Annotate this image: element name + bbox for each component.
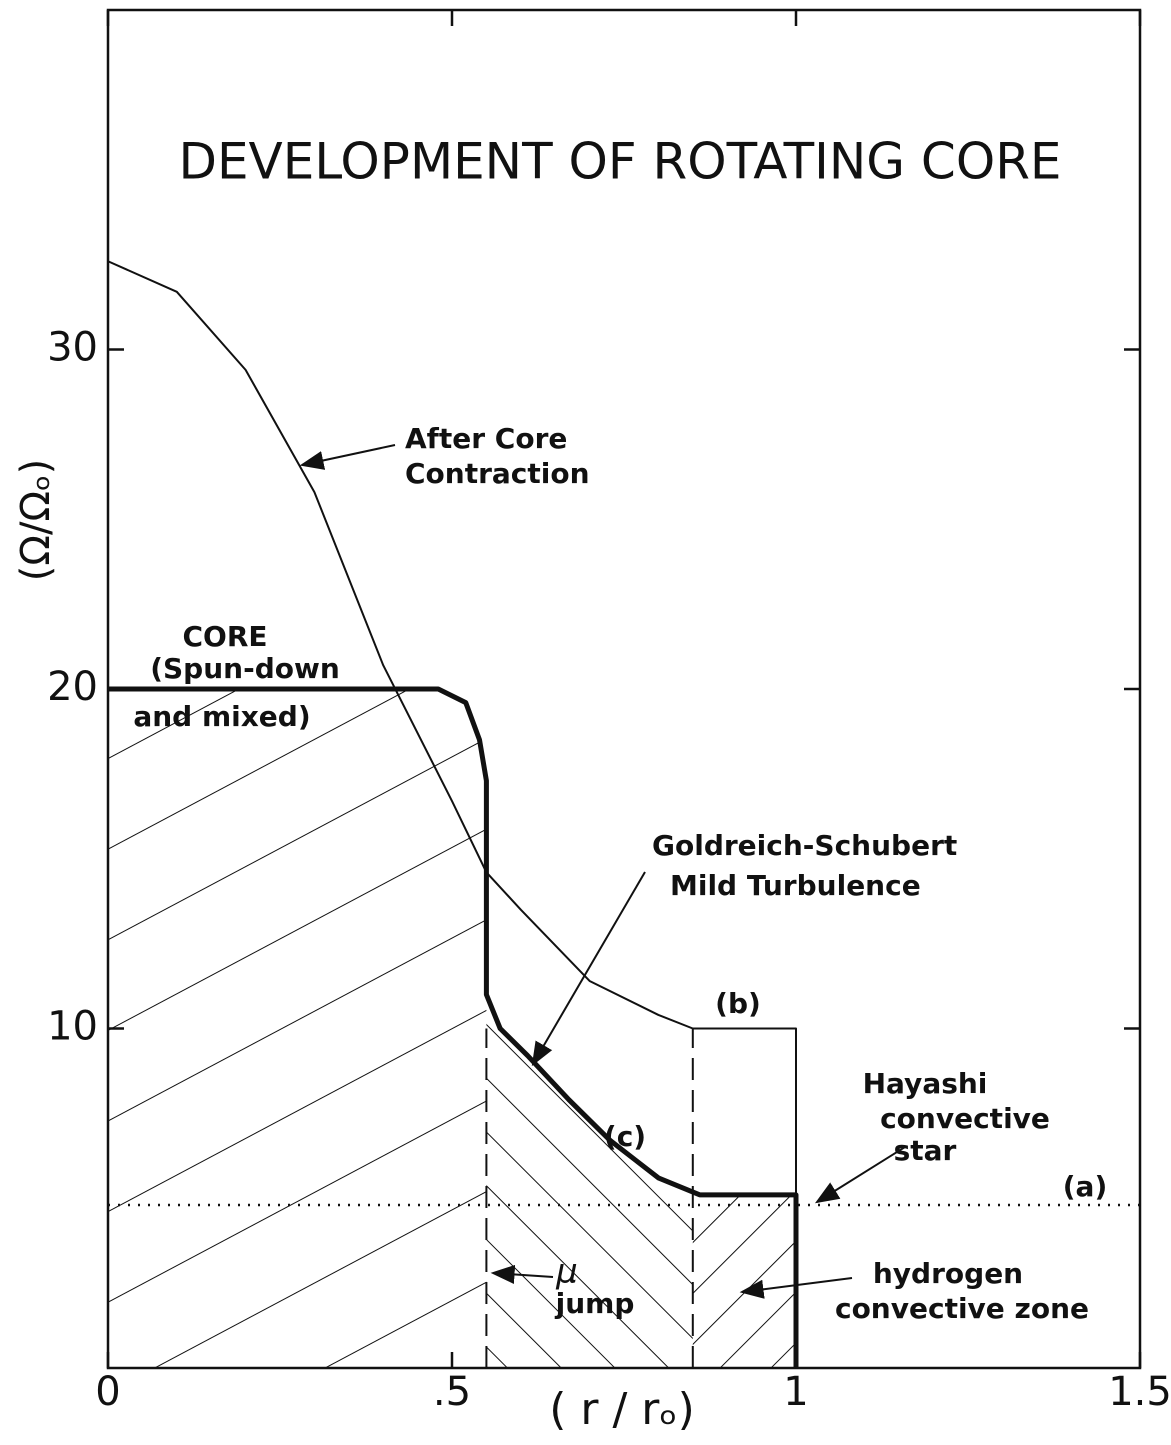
x-tick-label: 1 [783, 1369, 808, 1415]
annotation: star [894, 1134, 957, 1167]
series-label: (c) [604, 1120, 646, 1153]
x-tick-label: .5 [433, 1369, 471, 1415]
annotation: (Spun-down [150, 652, 340, 685]
annotation: hydrogen [873, 1257, 1023, 1290]
y-axis-label: (Ω/Ωₒ) [13, 459, 59, 581]
annotation-arrow [814, 1146, 906, 1204]
annotation: Hayashi [863, 1067, 988, 1100]
annotation: and mixed) [133, 700, 310, 733]
annotation: convective zone [835, 1292, 1089, 1325]
annotation-arrow [490, 1264, 554, 1285]
y-tick-label: 30 [47, 325, 98, 371]
annotation-arrow [531, 871, 646, 1067]
series-line [108, 686, 799, 1368]
annotation: Mild Turbulence [670, 869, 921, 902]
series-label: (b) [715, 987, 761, 1020]
annotation: Goldreich-Schubert [652, 829, 957, 862]
chart-title: DEVELOPMENT OF ROTATING CORE [178, 133, 1061, 191]
hatch-region [108, 689, 487, 1368]
annotation: convective [880, 1102, 1050, 1135]
y-tick-label: 20 [47, 664, 98, 710]
annotation-arrow [739, 1277, 853, 1299]
series-label: (a) [1063, 1170, 1108, 1203]
y-tick-label: 10 [47, 1004, 98, 1050]
x-tick-label: 0 [95, 1369, 120, 1415]
annotation: CORE [182, 620, 267, 653]
annotation: jump [555, 1287, 635, 1320]
annotation-arrow [299, 444, 396, 470]
x-axis-label: ( r / rₒ) [549, 1384, 695, 1435]
annotation: Contraction [405, 457, 590, 490]
hatch-region [486, 780, 693, 1368]
x-tick-label: 1.5 [1108, 1369, 1171, 1415]
annotation: μ [555, 1252, 578, 1292]
annotation: After Core [405, 422, 567, 455]
